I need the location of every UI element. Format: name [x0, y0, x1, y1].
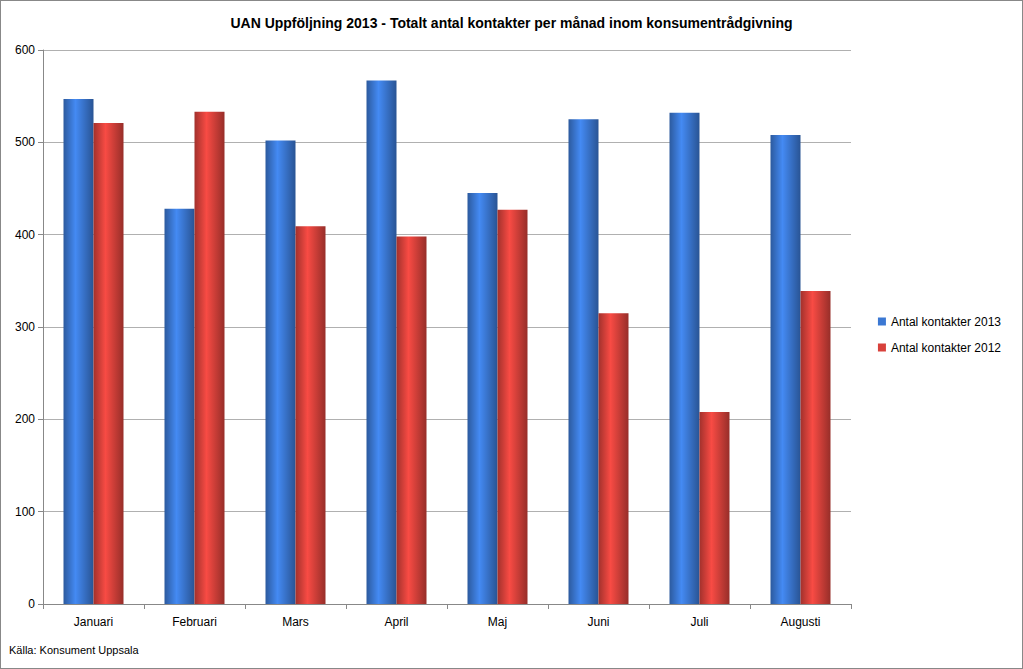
svg-text:Januari: Januari — [74, 615, 113, 629]
svg-text:Juni: Juni — [587, 615, 609, 629]
svg-text:Antal kontakter 2012: Antal kontakter 2012 — [891, 341, 1001, 355]
svg-text:UAN Uppföljning 2013 - Totalt: UAN Uppföljning 2013 - Totalt antal kont… — [230, 15, 792, 31]
svg-text:Augusti: Augusti — [780, 615, 820, 629]
svg-text:Antal kontakter 2013: Antal kontakter 2013 — [891, 315, 1001, 329]
svg-text:400: 400 — [15, 228, 35, 242]
svg-text:Februari: Februari — [172, 615, 217, 629]
svg-text:600: 600 — [15, 43, 35, 57]
svg-text:Mars: Mars — [282, 615, 309, 629]
svg-text:200: 200 — [15, 412, 35, 426]
svg-text:0: 0 — [28, 597, 35, 611]
svg-text:100: 100 — [15, 505, 35, 519]
svg-text:Juli: Juli — [690, 615, 708, 629]
svg-text:300: 300 — [15, 320, 35, 334]
svg-text:Källa: Konsument Uppsala: Källa: Konsument Uppsala — [9, 644, 140, 656]
svg-text:April: April — [384, 615, 408, 629]
svg-text:500: 500 — [15, 135, 35, 149]
svg-text:Maj: Maj — [488, 615, 507, 629]
